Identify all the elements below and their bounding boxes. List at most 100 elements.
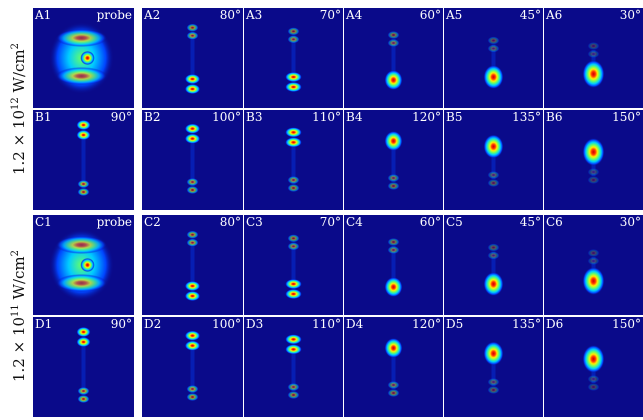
b4-weak-lobe-b xyxy=(387,182,400,190)
d3-main-lobe-a xyxy=(285,334,302,345)
a2-column xyxy=(190,31,195,85)
a2-weak-lobe-b xyxy=(186,31,199,40)
panel-label: B5 xyxy=(446,110,463,124)
panel-image xyxy=(285,234,302,299)
panel-d4: D4 120° xyxy=(344,317,443,417)
b1-weak-lobe-a xyxy=(77,180,90,188)
c6-main-lobe xyxy=(582,267,605,295)
panel-angle: 60° xyxy=(419,215,441,229)
panel-c4: C4 60° xyxy=(344,215,443,315)
panel-angle: 110° xyxy=(312,110,341,124)
panel-d6: D6 150° xyxy=(544,317,643,417)
panel-label: A1 xyxy=(35,8,52,22)
panel-angle: 90° xyxy=(110,110,132,124)
c1-ring-bottom xyxy=(56,274,107,292)
intensity-label-1: 1.2 × 1012 W/cm2 xyxy=(1,5,31,213)
b5-weak-lobe-b xyxy=(487,179,500,187)
panel-angle: 45° xyxy=(519,215,541,229)
c5-weak-lobe-a xyxy=(487,243,500,252)
c1-ring-top xyxy=(56,236,107,254)
panel-image xyxy=(184,230,201,301)
panel-angle: probe xyxy=(96,215,132,229)
b2-weak-lobe-a xyxy=(186,178,199,186)
intensity-mantissa: 1.2 × 10 xyxy=(10,109,28,176)
panel-label: D4 xyxy=(346,317,364,331)
a3-weak-lobe-a xyxy=(287,27,300,36)
panel-image xyxy=(285,334,302,399)
panel-label: C2 xyxy=(144,215,161,229)
d1-main-lobe-a xyxy=(76,327,91,337)
panel-label: A6 xyxy=(546,8,563,22)
panel-angle: probe xyxy=(96,8,132,22)
a1-ring-bottom xyxy=(56,67,107,85)
a4-weak-lobe-b xyxy=(387,39,400,47)
c2-weak-lobe-a xyxy=(186,230,199,239)
d4-column xyxy=(391,348,396,389)
intensity-unit: W/cm xyxy=(10,256,28,305)
panel-a4: A4 60° xyxy=(344,8,443,108)
panel-a6: A6 30° xyxy=(544,8,643,108)
panel-label: B4 xyxy=(346,110,363,124)
b2-weak-lobe-b xyxy=(186,186,199,194)
panel-angle: 135° xyxy=(512,317,541,331)
panel-label: D3 xyxy=(246,317,264,331)
c5-column xyxy=(491,251,496,284)
d1-weak-lobe-b xyxy=(77,395,90,403)
a3-main-lobe-b xyxy=(285,82,302,92)
panel-a3: A3 70° xyxy=(244,8,343,108)
d6-weak-lobe-a xyxy=(587,375,600,383)
panel-image xyxy=(384,131,403,190)
d5-weak-lobe-a xyxy=(487,378,500,386)
panel-image xyxy=(184,23,201,94)
panel-angle: 90° xyxy=(110,317,132,331)
panel-b3: B3 110° xyxy=(244,110,343,210)
panel-image xyxy=(483,243,504,296)
panel-image xyxy=(483,134,504,187)
c6-weak-lobe-a xyxy=(587,249,600,257)
b6-weak-lobe-b xyxy=(587,176,600,184)
panel-c1: C1 probe xyxy=(33,215,134,315)
b6-weak-lobe-a xyxy=(587,168,600,176)
panel-label: A4 xyxy=(346,8,363,22)
a1-ring-top xyxy=(56,29,107,47)
d1-column xyxy=(81,337,86,395)
panel-image xyxy=(184,330,201,401)
panel-angle: 150° xyxy=(612,110,641,124)
panel-angle: 30° xyxy=(619,215,641,229)
panel-image xyxy=(483,341,504,394)
a2-weak-lobe-a xyxy=(186,23,199,32)
panel-angle: 100° xyxy=(212,317,241,331)
panel-image xyxy=(184,123,201,194)
intensity-mantissa: 1.2 × 10 xyxy=(10,316,28,383)
b4-weak-lobe-a xyxy=(387,174,400,182)
panel-label: C3 xyxy=(246,215,263,229)
panel-c5: C5 45° xyxy=(444,215,543,315)
panel-angle: 60° xyxy=(419,8,441,22)
panel-label: B2 xyxy=(144,110,161,124)
intensity-unit: W/cm xyxy=(10,49,28,98)
b5-column xyxy=(491,146,496,179)
panel-angle: 70° xyxy=(319,215,341,229)
b1-main-lobe-a xyxy=(76,120,91,130)
d2-main-lobe-a xyxy=(184,330,201,341)
panel-label: D6 xyxy=(546,317,564,331)
c1-core xyxy=(80,258,95,272)
c3-main-lobe-b xyxy=(285,289,302,299)
panel-a1: A1 probe xyxy=(33,8,134,108)
d4-weak-lobe-b xyxy=(387,389,400,397)
d4-main-lobe xyxy=(384,338,403,358)
b3-column xyxy=(291,137,296,184)
panel-angle: 30° xyxy=(619,8,641,22)
c3-weak-lobe-b xyxy=(287,242,300,251)
a2-main-lobe-b xyxy=(184,84,201,94)
c3-column xyxy=(291,242,296,289)
panel-label: B3 xyxy=(246,110,263,124)
b3-weak-lobe-b xyxy=(287,184,300,192)
b3-main-lobe-b xyxy=(285,137,302,148)
panel-c3: C3 70° xyxy=(244,215,343,315)
panel-image xyxy=(285,127,302,192)
panel-a2: A2 80° xyxy=(142,8,243,108)
panel-b2: B2 100° xyxy=(142,110,243,210)
panel-c2: C2 80° xyxy=(142,215,243,315)
